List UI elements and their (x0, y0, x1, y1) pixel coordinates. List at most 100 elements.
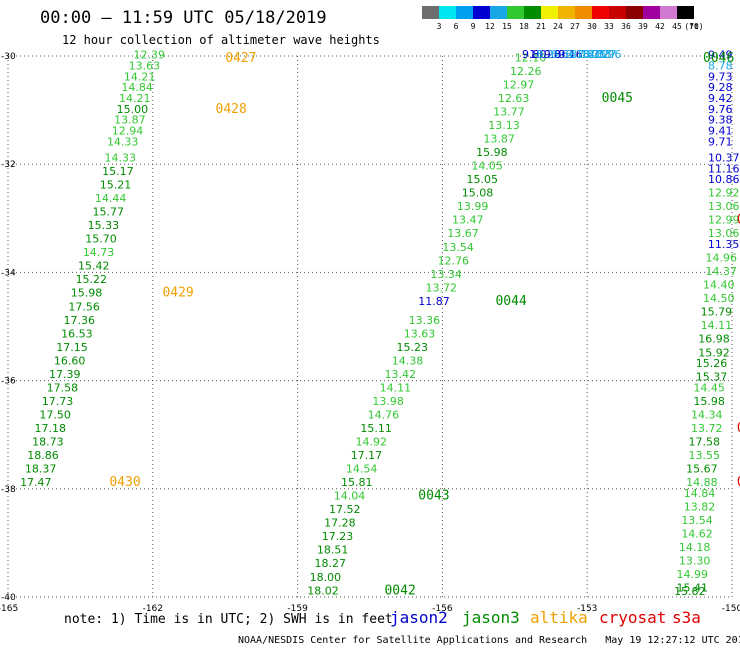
pass-time-label: 0427 (225, 51, 256, 66)
colorbar-cell (490, 6, 507, 19)
colorbar-label: 30 (587, 22, 597, 31)
y-tick-label: -30 (1, 52, 16, 62)
map-note: note: 1) Time is in UTC; 2) SWH is in fe… (64, 612, 393, 627)
wave-height-value: 15.70 (85, 233, 117, 246)
wave-height-value: 14.62 (681, 527, 713, 540)
wave-height-value: 15.05 (467, 173, 499, 186)
colorbar-label: 18 (519, 22, 529, 31)
wave-height-value: 13.47 (452, 214, 484, 227)
wave-height-value: 15.81 (341, 476, 373, 489)
legend-altika: altika (530, 608, 588, 627)
wave-height-value: 14.11 (701, 319, 733, 332)
colorbar-label: 33 (604, 22, 614, 31)
wave-height-value: 17.18 (35, 422, 66, 435)
wave-height-value: 14.33 (105, 151, 136, 164)
wave-height-value: 14.33 (107, 135, 138, 148)
wave-height-value: 18.02 (307, 584, 339, 597)
wave-height-value: 12.63 (498, 92, 530, 105)
wave-height-value: 14.99 (676, 568, 708, 581)
wave-height-value: 15.08 (462, 187, 494, 200)
wave-height-value: 13.34 (430, 268, 462, 281)
wave-height-value: 12.39 (133, 49, 165, 62)
wave-height-value: 17.50 (39, 408, 71, 421)
wave-height-value: 17.73 (42, 395, 74, 408)
pass-time-label: 0 (737, 213, 740, 228)
wave-height-value: 14.73 (83, 246, 115, 259)
colorbar-label: 24 (553, 22, 563, 31)
wave-height-value: 9.16 (558, 48, 583, 61)
wave-height-value: 14.96 (705, 252, 737, 265)
wave-height-value: 17.15 (56, 341, 87, 354)
colorbar-cell (626, 6, 643, 19)
wave-height-value: 17.39 (49, 368, 81, 381)
pass-time-label: 070 (737, 421, 740, 436)
wave-height-value: 15.23 (397, 341, 429, 354)
x-tick-label: -156 (432, 604, 453, 614)
wave-height-value: 18.27 (314, 557, 346, 570)
map-title: 00:00 — 11:59 UTC 05/18/2019 (40, 8, 327, 28)
wave-height-value: 14.37 (705, 265, 737, 278)
wave-height-value: 15.67 (686, 463, 718, 476)
colorbar-label: 9 (470, 22, 476, 31)
wave-height-value: 17.36 (64, 314, 96, 327)
wave-height-value: 10.28 (529, 48, 561, 61)
wave-height-value: 15.42 (78, 260, 110, 273)
legend-s3a: s3a (672, 608, 701, 627)
y-tick-label: -32 (1, 160, 16, 170)
wave-height-value: 10.86 (708, 173, 740, 186)
x-tick-label: -162 (143, 604, 163, 614)
wave-height-value: 18.86 (27, 449, 59, 462)
colorbar-cell (592, 6, 609, 19)
map-subtitle: 12 hour collection of altimeter wave hei… (62, 33, 380, 47)
wave-height-value: 8.29 (537, 48, 562, 61)
wave-height-value: 9.73 (708, 70, 733, 83)
colorbar-cell (660, 6, 677, 19)
wave-height-value: 13.54 (681, 514, 713, 527)
wave-height-value: 13.55 (689, 449, 721, 462)
wave-height-value: 13.87 (483, 133, 514, 146)
colorbar-cell (524, 6, 541, 19)
pass-time-label: 0430 (109, 475, 140, 490)
wave-height-value: 13.82 (684, 500, 716, 513)
legend-jason2: jason2 (390, 608, 448, 627)
wave-height-value: 12.99 (708, 214, 740, 227)
wave-height-value: 9.38 (708, 114, 733, 127)
wave-height-value: 14.04 (334, 490, 366, 503)
wave-height-value: 9.49 (708, 49, 733, 62)
wave-height-value: 15.98 (476, 146, 508, 159)
y-tick-label: -38 (1, 485, 16, 495)
wave-height-value: 17.17 (351, 449, 383, 462)
pass-time-label: 0429 (162, 286, 193, 301)
colorbar-label: 42 (655, 22, 665, 31)
colorbar-cell (473, 6, 490, 19)
wave-height-value: 12.76 (438, 254, 470, 267)
colorbar-cell (507, 6, 524, 19)
colorbar-cell (643, 6, 660, 19)
wave-height-value: 15.77 (92, 206, 124, 219)
wave-height-value: 15.11 (360, 422, 392, 435)
colorbar-cell (456, 6, 473, 19)
wave-height-value: 13.67 (447, 227, 479, 240)
pass-time-label: 0043 (418, 489, 449, 504)
wave-height-value: 15.98 (71, 287, 103, 300)
wave-height-value: 13.36 (409, 314, 441, 327)
legend-jason3: jason3 (462, 608, 520, 627)
wave-height-value: 17.58 (47, 381, 79, 394)
colorbar-cell (558, 6, 575, 19)
wave-height-value: 7.27 (592, 48, 617, 61)
colorbar-label: 15 (502, 22, 512, 31)
colorbar-label: 6 (453, 22, 459, 31)
wave-height-value: 15.37 (696, 371, 728, 384)
wave-height-value: 18.00 (310, 571, 342, 584)
wave-height-value: 15.17 (102, 165, 133, 178)
pass-time-label: 0046 (703, 51, 734, 66)
wave-height-value: 8.35 (582, 48, 607, 61)
wave-height-value: 13.72 (691, 422, 723, 435)
wave-height-value: 14.40 (703, 279, 735, 292)
wave-height-value: 12.26 (510, 65, 542, 78)
wave-height-value: 8.14 (570, 48, 595, 61)
wave-height-value: 14.54 (346, 463, 378, 476)
colorbar-label: 21 (536, 22, 546, 31)
pass-time-label: 0428 (216, 102, 247, 117)
